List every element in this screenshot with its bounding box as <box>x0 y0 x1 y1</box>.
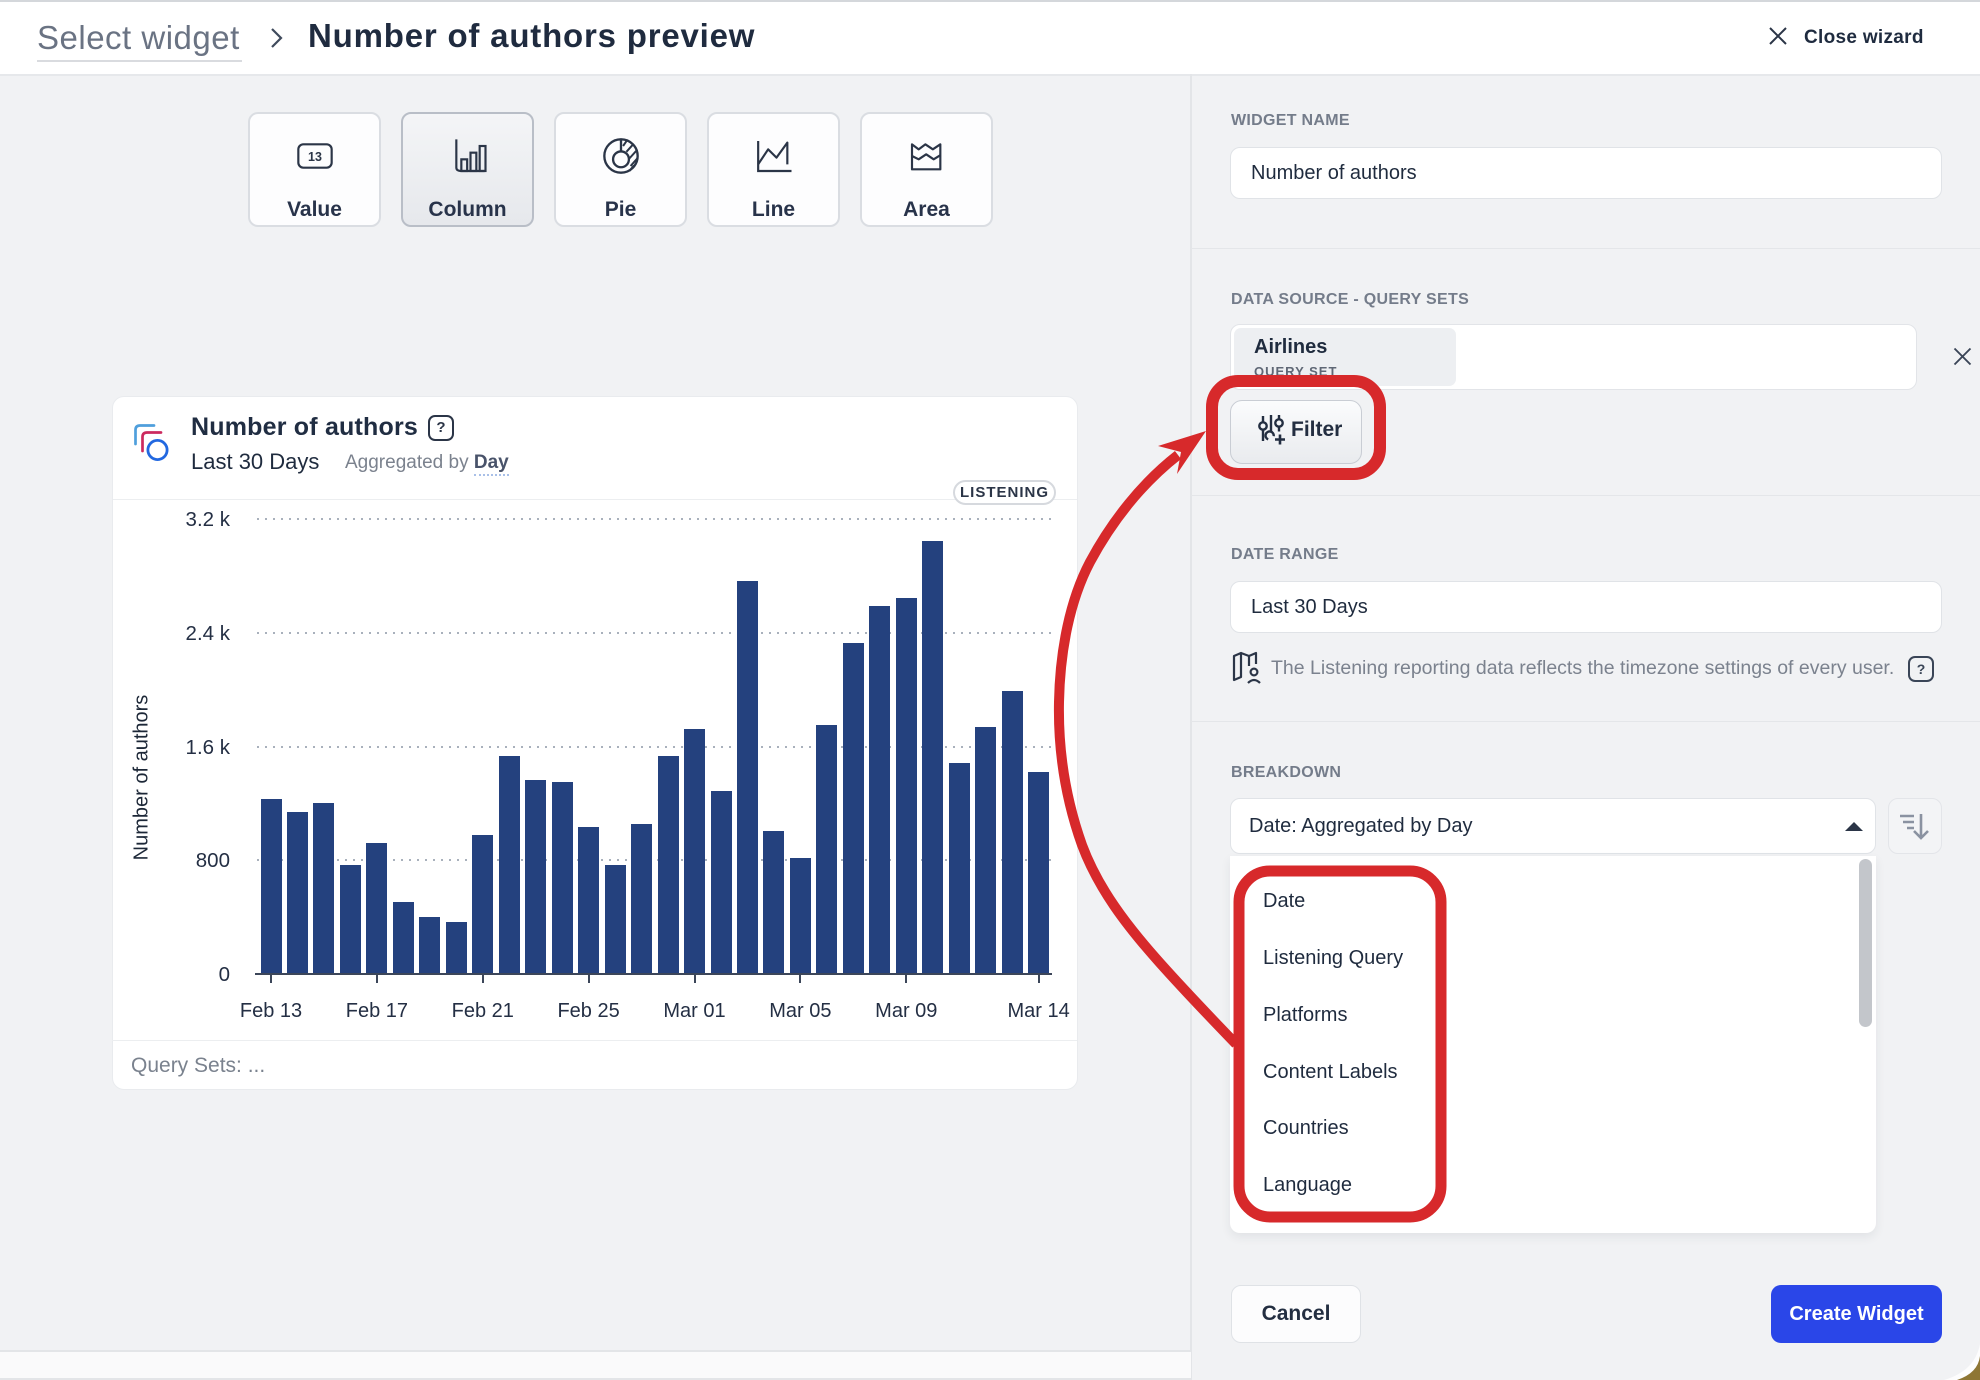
svg-text:13: 13 <box>308 150 322 164</box>
